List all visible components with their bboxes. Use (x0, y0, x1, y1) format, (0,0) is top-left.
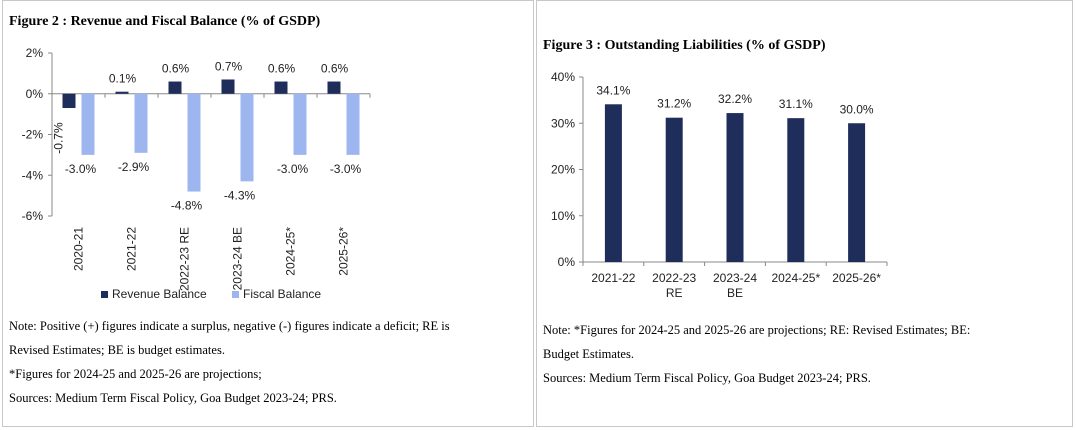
figure-2-panel: Figure 2 : Revenue and Fiscal Balance (%… (2, 0, 534, 427)
x-category-label: 2022-23 (652, 271, 696, 285)
y-tick-label: 2% (26, 46, 44, 60)
y-tick-label: 30% (551, 116, 575, 130)
figure-2-title: Figure 2 : Revenue and Fiscal Balance (%… (9, 14, 321, 29)
figure-2-sources: Sources: Medium Term Fiscal Policy, Goa … (9, 391, 337, 405)
revenue-balance-bar (327, 81, 341, 94)
fiscal-balance-data-label: -3.0% (65, 162, 97, 176)
y-tick-label: 0% (558, 255, 576, 269)
x-category-label: BE (727, 286, 743, 300)
fiscal-balance-bar (134, 93, 148, 153)
figure-2-note-line: *Figures for 2024-25 and 2025-26 are pro… (9, 367, 262, 381)
outstanding-liabilities-data-label: 30.0% (840, 102, 874, 116)
x-category-label: RE (666, 286, 683, 300)
legend-swatch-fiscal-balance (232, 291, 239, 298)
outstanding-liabilities-data-label: 31.2% (657, 97, 691, 111)
outstanding-liabilities-data-label: 32.2% (718, 92, 752, 106)
fiscal-balance-data-label: -4.3% (224, 188, 256, 202)
outstanding-liabilities-bar (604, 104, 622, 262)
y-tick-label: 20% (551, 163, 575, 177)
y-tick-label: -4% (22, 168, 44, 182)
legend-swatch-revenue-balance (101, 291, 108, 298)
outstanding-liabilities-bar (665, 117, 683, 262)
figure-3-sources: Sources: Medium Term Fiscal Policy, Goa … (543, 371, 871, 385)
figure-2-note-line: Note: Positive (+) figures indicate a su… (9, 319, 450, 333)
y-tick-label: 0% (26, 87, 44, 101)
figure-3-note-line: Note: *Figures for 2024-25 and 2025-26 a… (543, 323, 971, 337)
revenue-balance-bar (274, 81, 288, 94)
x-category-label: 2023-24 BE (231, 227, 245, 290)
x-category-label: 2023-24 (713, 271, 757, 285)
revenue-balance-data-label: 0.1% (109, 72, 137, 86)
outstanding-liabilities-data-label: 34.1% (596, 83, 630, 97)
outstanding-liabilities-bar (787, 118, 805, 262)
figure-2-notes: Note: Positive (+) figures indicate a su… (9, 314, 450, 410)
fiscal-balance-data-label: -3.0% (330, 162, 362, 176)
x-category-label: 2021-22 (125, 227, 139, 271)
revenue-balance-data-label: 0.7% (215, 59, 243, 73)
x-category-label: 2025-26* (337, 227, 351, 276)
outstanding-liabilities-bar (726, 113, 744, 262)
legend-label-fiscal-balance: Fiscal Balance (243, 287, 321, 301)
y-tick-label: -2% (22, 128, 44, 142)
fiscal-balance-data-label: -4.8% (171, 199, 203, 213)
revenue-balance-bar (168, 81, 182, 94)
y-tick-label: 10% (551, 209, 575, 223)
fiscal-balance-bar (240, 93, 254, 182)
outstanding-liabilities-bar (848, 123, 866, 262)
y-tick-label: 40% (551, 70, 575, 84)
fiscal-balance-bar (346, 93, 360, 155)
x-category-label: 2025-26* (832, 271, 881, 285)
revenue-balance-data-label: 0.6% (162, 62, 190, 76)
revenue-balance-data-label: 0.6% (321, 62, 349, 76)
legend-label-revenue-balance: Revenue Balance (112, 287, 207, 301)
revenue-balance-data-label: -0.7% (52, 122, 66, 154)
fiscal-balance-data-label: -3.0% (277, 162, 309, 176)
revenue-balance-data-label: 0.6% (268, 62, 296, 76)
figure-2-note-line: Revised Estimates; BE is budget estimate… (9, 343, 225, 357)
x-category-label: 2022-23 RE (178, 227, 192, 291)
revenue-balance-bar (221, 79, 235, 94)
fiscal-balance-data-label: -2.9% (118, 160, 150, 174)
x-category-label: 2024-25* (284, 227, 298, 276)
fiscal-balance-bar (187, 93, 201, 192)
revenue-fiscal-balance-chart: 2% 0% -2% -4% -6% -0.7% -3.0% 2020-21 0.1% -2.9% 2… (22, 46, 371, 301)
revenue-balance-bar (115, 91, 129, 94)
figure-3-title: Figure 3 : Outstanding Liabilities (% of… (543, 38, 826, 53)
figure-3-notes: Note: *Figures for 2024-25 and 2025-26 a… (543, 318, 970, 390)
outstanding-liabilities-chart: 40% 30% 20% 10% 0% 34.1% 2021-22 31.2% 2022-23RE… (551, 70, 888, 300)
y-tick-label: -6% (22, 209, 44, 223)
x-category-label: 2021-22 (591, 271, 635, 285)
x-category-label: 2024-25* (771, 271, 820, 285)
outstanding-liabilities-data-label: 31.1% (779, 97, 813, 111)
x-category-label: 2020-21 (72, 227, 86, 271)
fiscal-balance-bar (293, 93, 307, 155)
figure-3-note-line: Budget Estimates. (543, 347, 634, 361)
figure-3-panel: Figure 3 : Outstanding Liabilities (% of… (536, 0, 1073, 427)
revenue-balance-bar (62, 93, 76, 109)
fiscal-balance-bar (81, 93, 95, 155)
